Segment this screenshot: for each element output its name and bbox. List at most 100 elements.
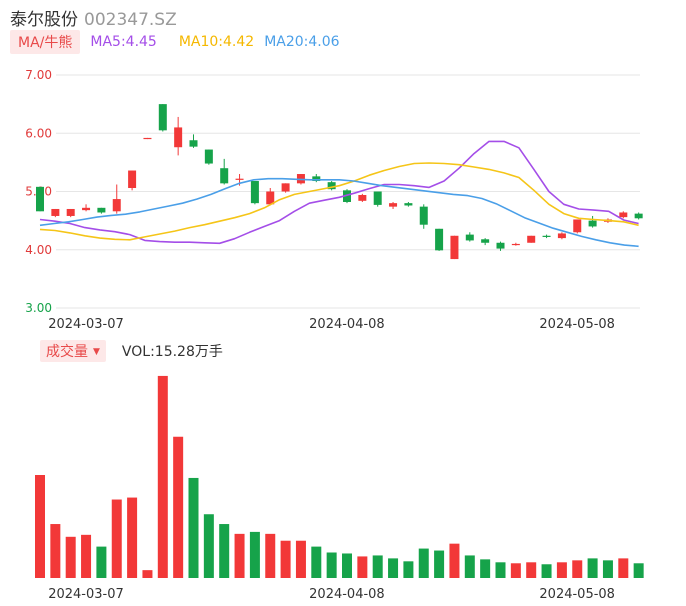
- candle-body: [112, 199, 121, 212]
- x-tick-label: 2024-04-08: [309, 587, 385, 602]
- candle-body: [250, 181, 259, 204]
- stock-name: 泰尔股份: [10, 10, 78, 30]
- candle-body: [97, 207, 106, 213]
- volume-legend: 成交量 ▼ VOL:15.28万手: [40, 340, 223, 362]
- volume-bar: [295, 540, 306, 578]
- volume-bar: [142, 570, 153, 578]
- volume-bar: [449, 543, 460, 578]
- volume-bar: [388, 558, 399, 578]
- ma-toggle-button[interactable]: MA/牛熊: [10, 30, 81, 54]
- volume-bar: [556, 562, 567, 578]
- y-tick-label: 7.00: [25, 68, 52, 82]
- volume-bar: [219, 524, 230, 578]
- y-tick-label: 3.00: [25, 301, 52, 315]
- y-tick-label: 4.00: [25, 243, 52, 257]
- volume-bar: [127, 497, 138, 578]
- candle-body: [281, 183, 290, 192]
- ma-legend: MA/牛熊 MA5:4.45 MA10:4.42 MA20:4.06: [10, 30, 340, 54]
- volume-bar: [96, 546, 107, 578]
- candle-body: [557, 233, 566, 239]
- volume-bar: [633, 563, 644, 578]
- volume-bar: [111, 499, 122, 578]
- candle-body: [634, 213, 643, 219]
- ma10-line: [39, 162, 639, 241]
- ma20-line: [39, 177, 639, 248]
- candle-body: [465, 234, 474, 241]
- volume-bar: [587, 558, 598, 578]
- candle-body: [204, 149, 213, 164]
- volume-bar: [403, 561, 414, 578]
- candle-body: [266, 191, 275, 205]
- candle-body: [66, 208, 75, 216]
- candle-body: [158, 104, 167, 131]
- volume-bar: [357, 556, 368, 578]
- volume-bar: [234, 533, 245, 578]
- candle-body: [419, 206, 428, 225]
- candle-body: [527, 235, 536, 243]
- candle-body: [511, 243, 520, 246]
- volume-bar: [203, 514, 214, 578]
- volume-bar: [342, 553, 352, 578]
- candle-body: [435, 228, 444, 251]
- volume-bar: [510, 563, 521, 578]
- candle-body: [496, 242, 505, 249]
- candle-body: [343, 190, 351, 202]
- volume-bar: [326, 552, 337, 578]
- volume-bar: [618, 558, 629, 578]
- volume-bar: [311, 546, 322, 578]
- y-tick-label: 6.00: [25, 126, 52, 140]
- volume-value: VOL:15.28万手: [121, 344, 223, 360]
- candle-body: [450, 235, 459, 260]
- candle-body: [588, 220, 597, 227]
- candle-body: [220, 168, 229, 184]
- volume-bar: [602, 560, 613, 578]
- volume-bar: [434, 550, 445, 578]
- volume-bar: [188, 477, 199, 578]
- candle-body: [51, 208, 60, 216]
- volume-bar: [572, 560, 583, 578]
- candle-body: [619, 212, 628, 218]
- volume-bar: [280, 540, 291, 578]
- candle-body: [327, 182, 336, 190]
- volume-indicator-button[interactable]: 成交量 ▼: [40, 340, 106, 362]
- volume-bar: [372, 555, 383, 578]
- caret-down-icon: ▼: [93, 347, 100, 357]
- candle-body: [389, 203, 398, 207]
- volume-bar: [526, 562, 537, 578]
- x-tick-label: 2024-04-08: [309, 317, 385, 332]
- volume-bar: [81, 534, 92, 578]
- volume-bar: [173, 436, 184, 578]
- volume-bar: [464, 555, 475, 578]
- volume-bar: [65, 536, 76, 578]
- candle-body: [235, 178, 244, 180]
- volume-bar: [249, 531, 260, 578]
- volume-bar: [35, 475, 45, 578]
- x-tick-label: 2024-05-08: [539, 587, 615, 602]
- volume-bar: [495, 562, 506, 578]
- volume-bar: [418, 548, 429, 578]
- candle-body: [174, 127, 183, 148]
- volume-bar: [265, 533, 276, 578]
- volume-bar: [50, 524, 61, 578]
- volume-button-label: 成交量: [46, 344, 88, 360]
- candle-body: [373, 191, 382, 205]
- stock-code: 002347.SZ: [84, 10, 177, 30]
- candle-body: [358, 194, 367, 201]
- candle-body: [143, 137, 152, 140]
- candle-body: [481, 239, 490, 243]
- volume-bar: [157, 375, 168, 578]
- candle-body: [573, 219, 582, 233]
- volume-bar: [480, 559, 491, 578]
- volume-bar: [541, 564, 552, 578]
- candle-body: [312, 176, 321, 182]
- ma20-legend: MA20:4.06: [264, 34, 340, 50]
- ma10-legend: MA10:4.42: [178, 34, 255, 50]
- candle-body: [189, 140, 198, 147]
- candle-body: [128, 170, 137, 189]
- candle-body: [82, 207, 91, 211]
- x-tick-label: 2024-03-07: [48, 587, 124, 602]
- stock-header: 泰尔股份 002347.SZ: [10, 5, 177, 30]
- x-tick-label: 2024-05-08: [539, 317, 615, 332]
- candle-body: [36, 186, 44, 212]
